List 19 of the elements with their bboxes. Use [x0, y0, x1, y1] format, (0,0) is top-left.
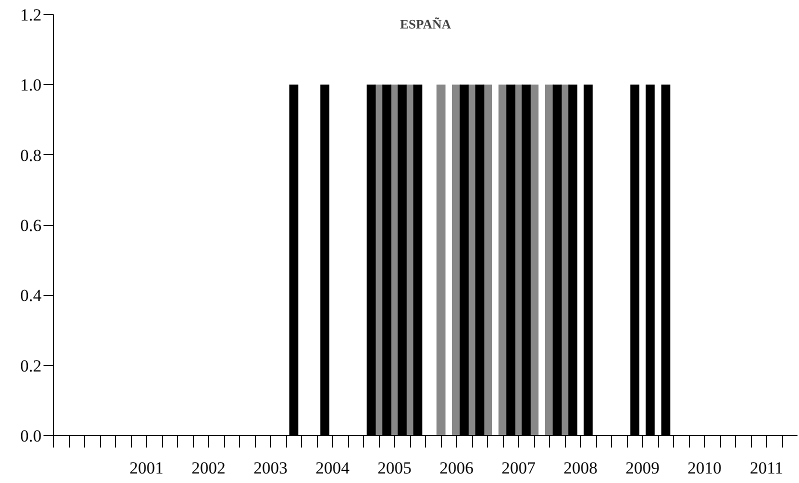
x-tick-label: 2006	[440, 458, 474, 478]
y-tick-label: 0.8	[20, 146, 42, 165]
y-tick-label: 0.6	[20, 216, 42, 235]
x-tick-label: 2001	[130, 458, 164, 478]
x-tick-label: 2004	[316, 458, 350, 478]
y-tick-label: 1.0	[20, 76, 42, 95]
x-tick-label: 2007	[502, 458, 536, 478]
y-tick-label: 1.2	[20, 6, 42, 24]
x-tick-label: 2008	[564, 458, 598, 478]
x-tick-label: 2010	[688, 458, 722, 478]
x-tick-label: 2005	[378, 458, 412, 478]
y-tick-label: 0.0	[20, 426, 42, 446]
y-tick-label: 0.2	[20, 356, 42, 376]
x-tick-label: 2009	[626, 458, 660, 478]
y-tick-label: 0.4	[20, 286, 42, 306]
x-tick-label: 2003	[254, 458, 288, 478]
x-tick-label: 2011	[750, 458, 784, 478]
chart-title: ESPAÑA	[400, 16, 452, 32]
x-tick-label: 2002	[192, 458, 226, 478]
